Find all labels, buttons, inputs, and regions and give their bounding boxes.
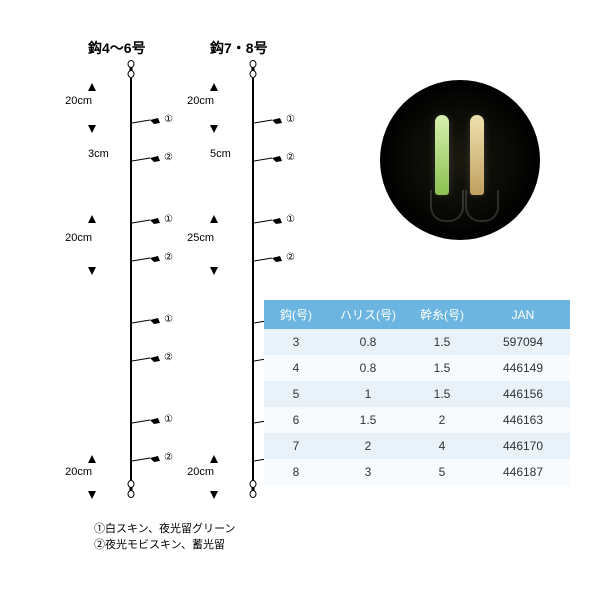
- table-cell: 4: [264, 355, 328, 381]
- table-cell: 446187: [476, 459, 570, 485]
- arrow-down-icon: [88, 262, 96, 270]
- spec-table-body: 30.81.559709440.81.5446149511.544615661.…: [264, 329, 570, 485]
- branch-number: ①: [164, 214, 173, 225]
- hook-shadow: [465, 190, 499, 222]
- table-cell: 0.8: [328, 355, 408, 381]
- table-cell: 5: [408, 459, 476, 485]
- hook-branch: [132, 315, 162, 325]
- table-header-row: 鈎(号)ハリス(号)幹糸(号)JAN: [264, 300, 570, 329]
- table-cell: 1.5: [408, 329, 476, 355]
- dimension-label: 20cm: [174, 466, 214, 478]
- arrow-up-icon: [210, 210, 218, 218]
- dimension-label: 20cm: [52, 232, 92, 244]
- table-cell: 1.5: [328, 407, 408, 433]
- hook-branch: [132, 453, 162, 463]
- table-cell: 1: [328, 381, 408, 407]
- spec-table: 鈎(号)ハリス(号)幹糸(号)JAN 30.81.559709440.81.54…: [264, 300, 570, 485]
- dimension-label: 25cm: [174, 232, 214, 244]
- bottom-swivel: [126, 480, 136, 498]
- rig-title: 鈎7・8号: [210, 38, 268, 58]
- table-cell: 2: [328, 433, 408, 459]
- hook-branch: [254, 253, 284, 263]
- hook-shadow: [430, 190, 464, 222]
- branch-number: ②: [164, 452, 173, 463]
- arrow-down-icon: [210, 486, 218, 494]
- branch-number: ①: [164, 114, 173, 125]
- table-cell: 1.5: [408, 355, 476, 381]
- table-cell: 4: [408, 433, 476, 459]
- table-header-cell: JAN: [476, 300, 570, 329]
- dimension-label: 20cm: [174, 95, 214, 107]
- branch-number: ②: [286, 252, 295, 263]
- branch-number: ①: [164, 314, 173, 325]
- table-cell: 3: [328, 459, 408, 485]
- table-header-cell: ハリス(号): [328, 300, 408, 329]
- table-cell: 6: [264, 407, 328, 433]
- table-cell: 0.8: [328, 329, 408, 355]
- top-swivel: [126, 60, 136, 78]
- arrow-up-icon: [210, 78, 218, 86]
- branch-number: ②: [286, 152, 295, 163]
- lure: [435, 115, 449, 195]
- dimension-label: 20cm: [52, 95, 92, 107]
- arrow-up-icon: [210, 450, 218, 458]
- top-swivel: [248, 60, 258, 78]
- table-row: 835446187: [264, 459, 570, 485]
- branch-length-label: 5cm: [210, 148, 231, 160]
- arrow-up-icon: [88, 450, 96, 458]
- hook-branch: [254, 153, 284, 163]
- table-cell: 5: [264, 381, 328, 407]
- hook-branch: [254, 115, 284, 125]
- hook-branch: [132, 415, 162, 425]
- table-cell: 8: [264, 459, 328, 485]
- arrow-down-icon: [210, 262, 218, 270]
- hook-branch: [254, 215, 284, 225]
- table-row: 511.5446156: [264, 381, 570, 407]
- arrow-down-icon: [88, 120, 96, 128]
- table-header-cell: 鈎(号): [264, 300, 328, 329]
- hook-branch: [132, 153, 162, 163]
- table-row: 724446170: [264, 433, 570, 459]
- hook-branch: [132, 115, 162, 125]
- dimension-label: 20cm: [52, 466, 92, 478]
- table-header-cell: 幹糸(号): [408, 300, 476, 329]
- hook-branch: [132, 353, 162, 363]
- legend-line: ②夜光モビスキン、蓄光留: [94, 536, 225, 552]
- branch-number: ②: [164, 352, 173, 363]
- table-cell: 3: [264, 329, 328, 355]
- table-cell: 446156: [476, 381, 570, 407]
- table-cell: 597094: [476, 329, 570, 355]
- hook-branch: [132, 215, 162, 225]
- arrow-down-icon: [210, 120, 218, 128]
- table-cell: 7: [264, 433, 328, 459]
- branch-number: ②: [164, 152, 173, 163]
- rig-title: 鈎4〜6号: [88, 38, 146, 58]
- branch-length-label: 3cm: [88, 148, 109, 160]
- table-row: 30.81.5597094: [264, 329, 570, 355]
- legend-line: ①白スキン、夜光留グリーン: [94, 520, 235, 536]
- arrow-up-icon: [88, 210, 96, 218]
- table-cell: 446163: [476, 407, 570, 433]
- product-photo: [380, 80, 540, 240]
- lure: [470, 115, 484, 195]
- bottom-swivel: [248, 480, 258, 498]
- branch-number: ①: [286, 114, 295, 125]
- branch-number: ①: [164, 414, 173, 425]
- table-cell: 2: [408, 407, 476, 433]
- hook-branch: [132, 253, 162, 263]
- arrow-up-icon: [88, 78, 96, 86]
- branch-number: ②: [164, 252, 173, 263]
- table-cell: 446149: [476, 355, 570, 381]
- table-row: 61.52446163: [264, 407, 570, 433]
- branch-number: ①: [286, 214, 295, 225]
- table-row: 40.81.5446149: [264, 355, 570, 381]
- table-cell: 1.5: [408, 381, 476, 407]
- table-cell: 446170: [476, 433, 570, 459]
- arrow-down-icon: [88, 486, 96, 494]
- spec-table-head: 鈎(号)ハリス(号)幹糸(号)JAN: [264, 300, 570, 329]
